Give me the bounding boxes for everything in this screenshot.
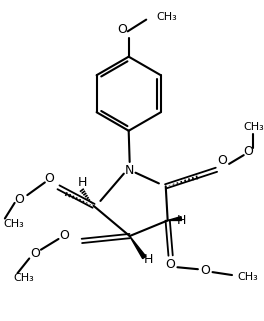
Text: CH₃: CH₃ bbox=[14, 273, 34, 283]
Text: O: O bbox=[217, 154, 227, 168]
Text: N: N bbox=[125, 164, 134, 177]
Text: O: O bbox=[117, 23, 127, 36]
Polygon shape bbox=[168, 217, 182, 221]
Text: O: O bbox=[59, 229, 69, 242]
Text: O: O bbox=[15, 193, 25, 205]
Text: CH₃: CH₃ bbox=[238, 272, 259, 282]
Text: H: H bbox=[144, 253, 153, 266]
Text: O: O bbox=[44, 172, 54, 185]
Text: CH₃: CH₃ bbox=[3, 219, 24, 229]
Text: CH₃: CH₃ bbox=[243, 122, 264, 132]
Text: O: O bbox=[166, 258, 176, 271]
Text: O: O bbox=[30, 247, 40, 260]
Text: O: O bbox=[244, 145, 253, 158]
Polygon shape bbox=[130, 236, 146, 259]
Text: H: H bbox=[78, 176, 88, 189]
Text: O: O bbox=[200, 264, 210, 277]
Text: CH₃: CH₃ bbox=[156, 12, 177, 22]
Text: H: H bbox=[177, 214, 186, 227]
